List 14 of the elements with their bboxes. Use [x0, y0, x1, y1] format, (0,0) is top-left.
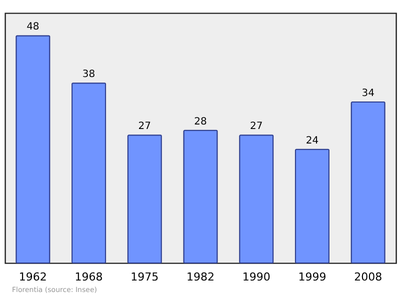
data-label: 34: [362, 88, 374, 100]
x-tick-label: 1968: [74, 270, 103, 284]
x-tick-label: 1999: [298, 270, 326, 284]
x-tick-label: 1962: [18, 270, 47, 284]
data-label: 48: [26, 22, 40, 33]
data-label: 24: [306, 135, 319, 146]
x-tick-label: 1990: [242, 270, 270, 284]
data-label: 38: [82, 69, 96, 80]
data-label: 27: [138, 121, 152, 132]
x-tick-label: 2008: [354, 270, 382, 284]
data-label: 27: [250, 121, 263, 132]
x-tick-label: 1975: [130, 270, 159, 284]
x-tick-label: 1982: [186, 270, 214, 284]
data-label: 28: [194, 116, 207, 128]
